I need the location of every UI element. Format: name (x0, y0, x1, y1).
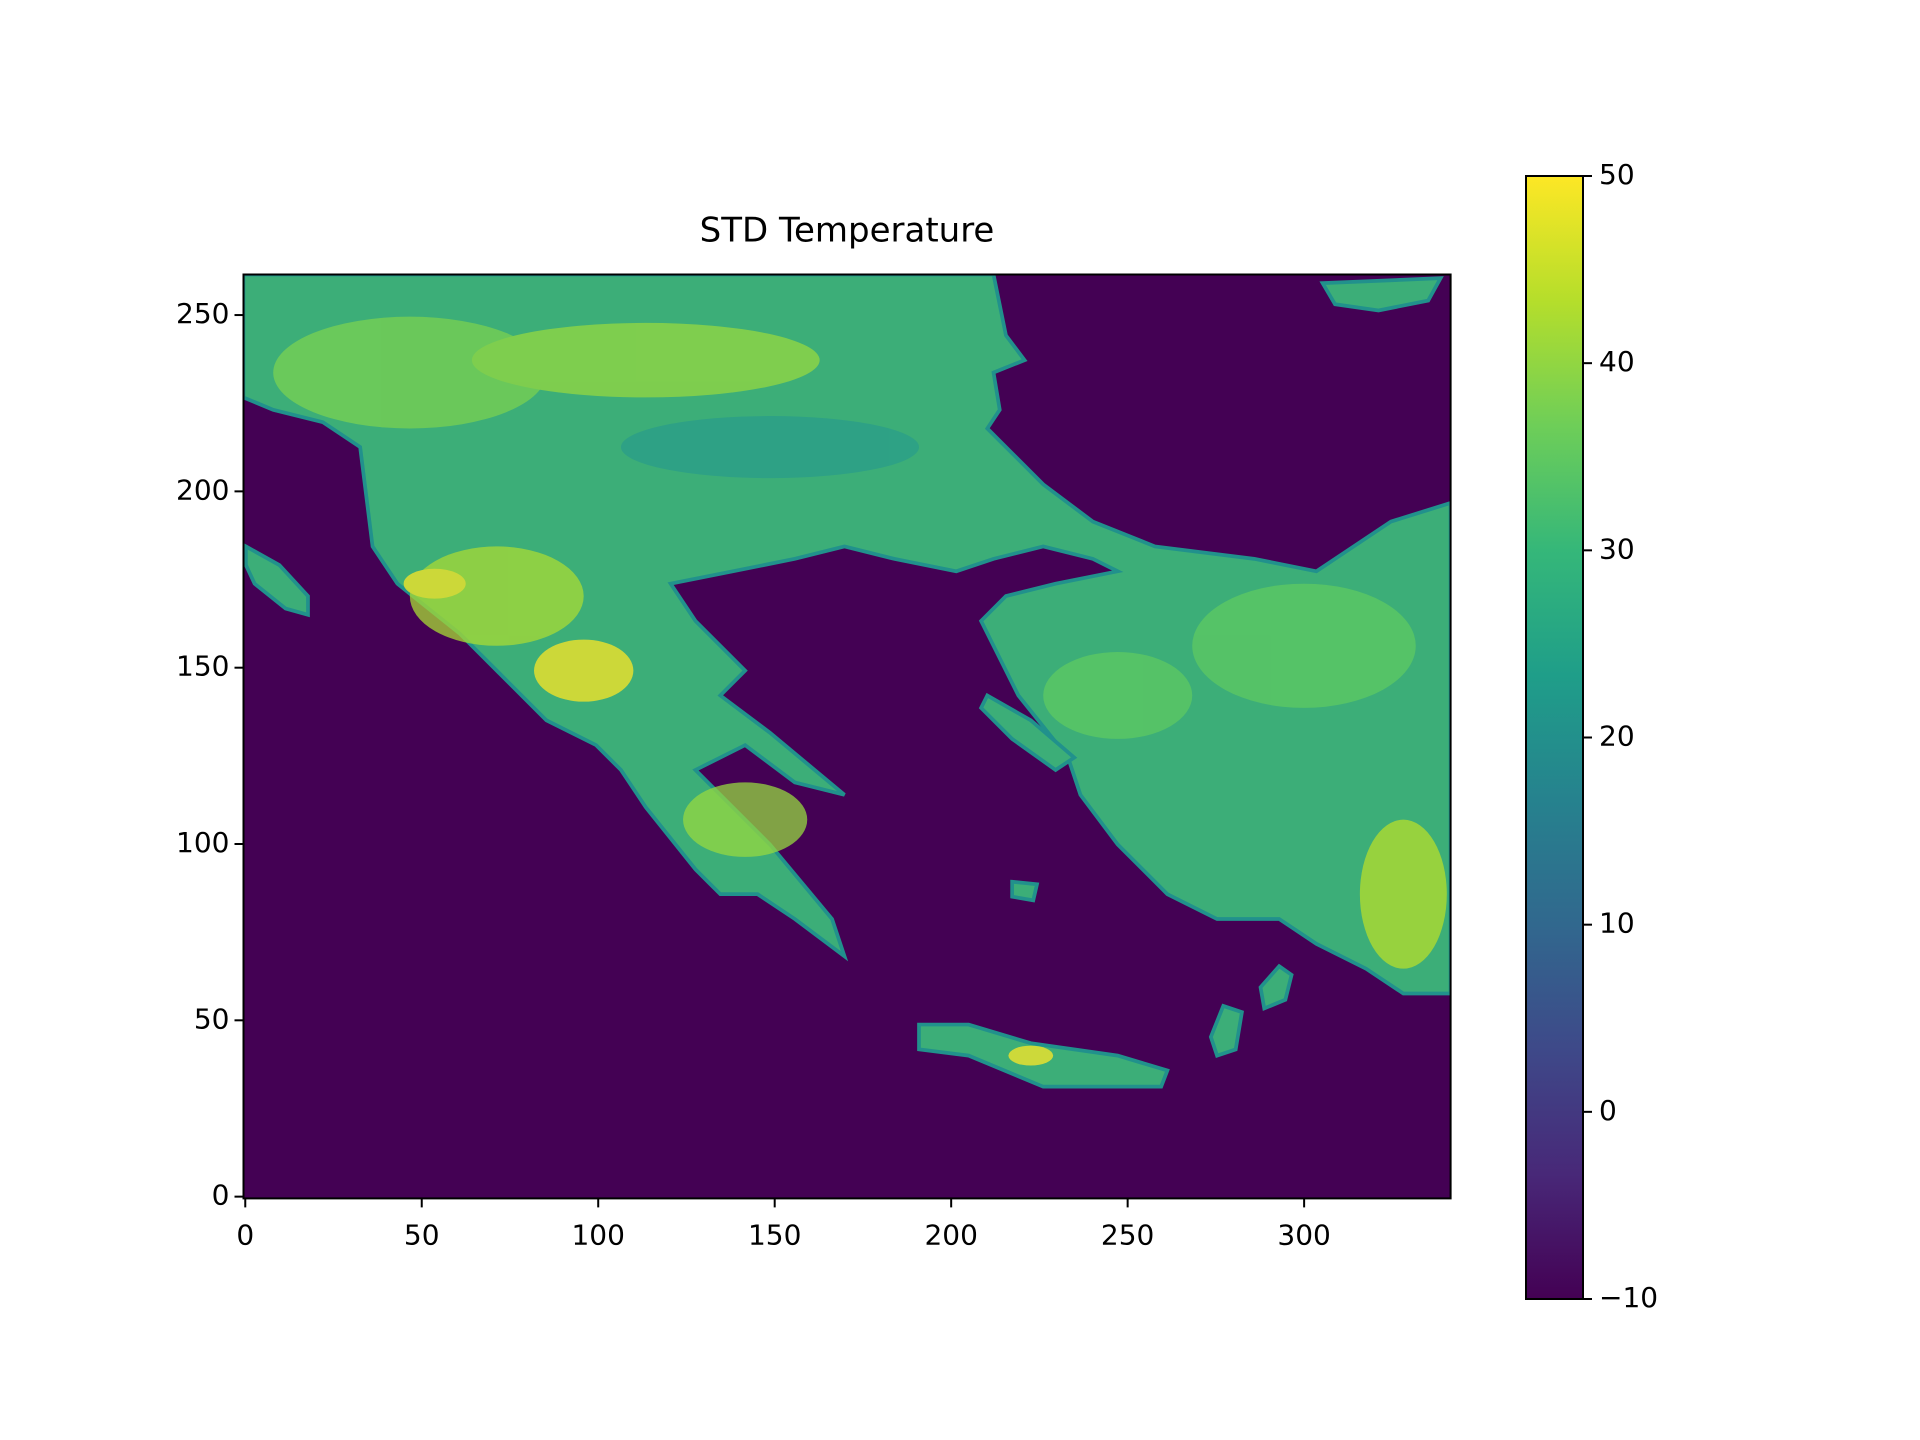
land-hot (1008, 1045, 1054, 1066)
axes-frame (242, 273, 1452, 1200)
x-tick-label: 150 (748, 1218, 801, 1251)
land-warm (683, 782, 808, 857)
y-tick-label: 50 (194, 1002, 230, 1035)
land-island (1208, 1003, 1244, 1058)
x-tick-label: 100 (571, 1218, 624, 1251)
land-texture (273, 316, 1447, 1066)
colorbar-tick-label: 10 (1599, 907, 1635, 940)
land-cool (620, 416, 920, 479)
chart-title: STD Temperature (700, 211, 995, 251)
x-tick-label: 0 (236, 1218, 254, 1251)
land-lesbos (1319, 276, 1444, 313)
colorbar-tick-label: 20 (1599, 720, 1635, 753)
y-tick-label: 0 (212, 1179, 230, 1212)
x-tick-label: 300 (1277, 1218, 1330, 1251)
y-tick-label: 150 (176, 650, 229, 683)
land-corfu (244, 543, 310, 618)
land-warm (471, 322, 820, 398)
land-hot (403, 568, 466, 599)
x-tick-label: 50 (404, 1218, 440, 1251)
land-euboea (978, 692, 1078, 773)
land-warm (1359, 819, 1447, 969)
colorbar-tick-label: 0 (1599, 1094, 1617, 1127)
y-tick-label: 250 (176, 297, 229, 330)
colorbar-tick-label: 30 (1599, 532, 1635, 565)
colorbar-tick-label: 40 (1599, 345, 1635, 378)
colorbar (1525, 175, 1584, 1300)
land-rhodes (1258, 963, 1294, 1012)
land-island (1010, 879, 1040, 903)
land-warm (409, 546, 584, 646)
y-tick-label: 100 (176, 826, 229, 859)
land-mainland (243, 274, 1451, 996)
land-warm (1192, 583, 1416, 708)
colorbar-tick-label: −10 (1599, 1281, 1658, 1314)
x-tick-label: 200 (924, 1218, 977, 1251)
land-hot (534, 639, 634, 702)
land (243, 274, 1451, 1089)
heatmap (243, 274, 1451, 1089)
land-warm (1043, 651, 1193, 739)
x-tick-label: 250 (1101, 1218, 1154, 1251)
land-warm (273, 316, 547, 429)
colorbar-tick-label: 50 (1599, 158, 1635, 191)
y-tick-label: 200 (176, 473, 229, 506)
